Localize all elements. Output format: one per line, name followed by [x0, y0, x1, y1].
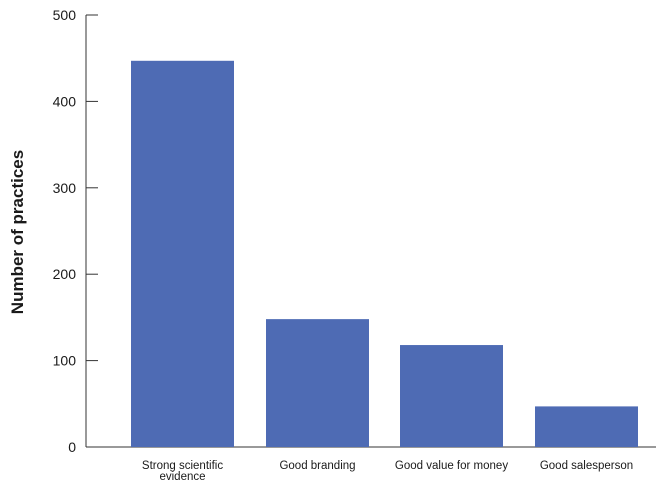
category-labels: Strong scientific evidence Good branding Go… [142, 460, 633, 483]
bar [535, 406, 638, 447]
y-tick-label: 400 [53, 93, 77, 109]
y-tick-label: 100 [53, 353, 77, 369]
bar [266, 319, 369, 447]
bar [400, 345, 503, 447]
x-category-label: Good value for money [395, 460, 508, 472]
bars [131, 60, 638, 448]
x-category-label: Strong scientific evidence [142, 460, 223, 483]
y-axis: 0 100 200 300 400 500 [53, 7, 98, 455]
bar [131, 60, 234, 448]
x-category-label: Good branding [279, 460, 355, 472]
y-tick-label: 500 [53, 7, 77, 23]
y-tick-label: 200 [53, 266, 77, 282]
x-category-label: Good salesperson [540, 460, 633, 472]
y-tick-label: 0 [68, 439, 76, 455]
y-tick-label: 300 [53, 180, 77, 196]
y-axis-title: Number of practices [8, 150, 27, 314]
